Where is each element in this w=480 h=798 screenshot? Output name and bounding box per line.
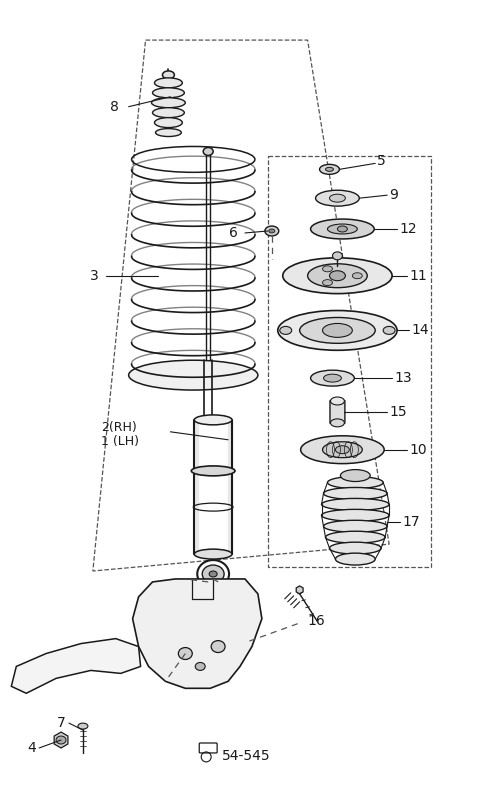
Ellipse shape [333,252,342,260]
Ellipse shape [202,565,224,583]
Ellipse shape [78,723,88,729]
Ellipse shape [327,224,357,234]
Ellipse shape [383,326,395,334]
Ellipse shape [352,273,362,279]
Ellipse shape [155,117,182,128]
Ellipse shape [324,488,387,500]
Polygon shape [132,579,262,689]
Text: 1 (LH): 1 (LH) [101,435,139,448]
Ellipse shape [329,542,381,554]
Ellipse shape [195,662,205,670]
Ellipse shape [283,258,392,294]
Ellipse shape [322,499,389,511]
Ellipse shape [194,415,232,425]
Ellipse shape [300,318,375,343]
Ellipse shape [152,97,185,108]
Ellipse shape [179,647,192,659]
Ellipse shape [311,370,354,386]
Ellipse shape [336,553,375,565]
Ellipse shape [265,226,279,236]
Text: 4: 4 [27,741,36,755]
Ellipse shape [192,466,235,476]
Text: 2(RH): 2(RH) [101,421,137,434]
Ellipse shape [300,436,384,464]
Ellipse shape [155,78,182,88]
Ellipse shape [308,264,367,287]
Ellipse shape [329,194,346,202]
Text: 6: 6 [229,226,238,240]
Text: 8: 8 [110,100,119,113]
Ellipse shape [337,226,348,232]
Ellipse shape [315,190,360,206]
Text: 13: 13 [394,371,412,385]
Ellipse shape [324,374,341,382]
Text: 12: 12 [399,222,417,236]
Ellipse shape [323,323,352,338]
Text: 17: 17 [402,516,420,529]
Ellipse shape [211,641,225,653]
Text: 7: 7 [57,716,66,730]
Ellipse shape [56,736,66,744]
Ellipse shape [324,520,387,532]
Ellipse shape [153,108,184,117]
Text: 54-545: 54-545 [222,749,271,763]
Text: 9: 9 [389,188,398,202]
Text: 11: 11 [409,269,427,282]
Ellipse shape [329,271,346,281]
Ellipse shape [323,266,333,272]
Ellipse shape [323,279,333,286]
Ellipse shape [320,164,339,174]
Text: 3: 3 [90,269,99,282]
Ellipse shape [330,419,344,427]
FancyBboxPatch shape [330,401,345,424]
Ellipse shape [336,446,349,454]
Ellipse shape [322,509,389,521]
Ellipse shape [325,168,334,172]
Ellipse shape [280,326,292,334]
Ellipse shape [325,531,385,543]
Ellipse shape [340,469,370,481]
Ellipse shape [269,229,275,233]
Ellipse shape [327,476,383,488]
Ellipse shape [194,549,232,559]
Text: 5: 5 [377,154,386,168]
Polygon shape [296,586,303,594]
Text: 15: 15 [389,405,407,419]
Text: 10: 10 [409,443,427,456]
Ellipse shape [156,128,181,136]
Polygon shape [54,732,68,748]
Ellipse shape [311,219,374,239]
Ellipse shape [209,571,217,577]
Ellipse shape [129,360,258,390]
Text: 14: 14 [411,323,429,338]
Text: 16: 16 [308,614,325,628]
Ellipse shape [153,88,184,97]
Ellipse shape [162,71,174,79]
Polygon shape [12,638,141,693]
Ellipse shape [278,310,397,350]
Ellipse shape [330,397,344,405]
Ellipse shape [203,148,213,156]
Ellipse shape [323,442,362,458]
